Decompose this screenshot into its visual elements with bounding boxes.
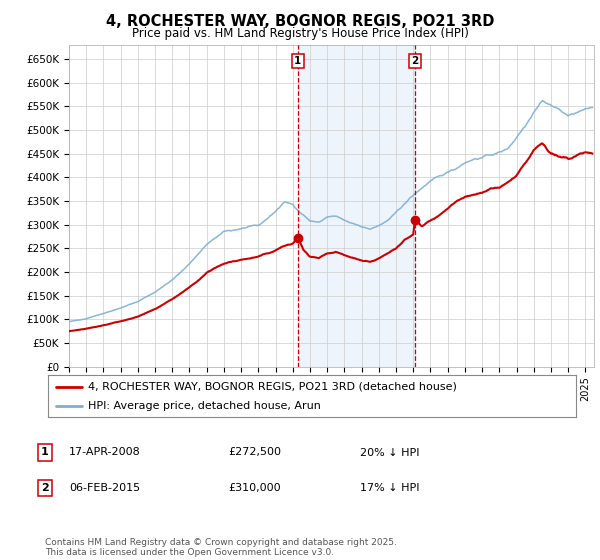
Text: 20% ↓ HPI: 20% ↓ HPI <box>360 447 419 458</box>
Bar <box>298 45 415 367</box>
Text: 17% ↓ HPI: 17% ↓ HPI <box>360 483 419 493</box>
Text: 2: 2 <box>411 56 418 66</box>
Text: 06-FEB-2015: 06-FEB-2015 <box>69 483 140 493</box>
Text: Price paid vs. HM Land Registry's House Price Index (HPI): Price paid vs. HM Land Registry's House … <box>131 27 469 40</box>
Text: 1: 1 <box>41 447 49 458</box>
Text: 1: 1 <box>294 56 301 66</box>
Text: HPI: Average price, detached house, Arun: HPI: Average price, detached house, Arun <box>88 401 320 411</box>
Text: £310,000: £310,000 <box>228 483 281 493</box>
Text: £272,500: £272,500 <box>228 447 281 458</box>
Text: 4, ROCHESTER WAY, BOGNOR REGIS, PO21 3RD (detached house): 4, ROCHESTER WAY, BOGNOR REGIS, PO21 3RD… <box>88 381 457 391</box>
Text: 2: 2 <box>41 483 49 493</box>
Text: 4, ROCHESTER WAY, BOGNOR REGIS, PO21 3RD: 4, ROCHESTER WAY, BOGNOR REGIS, PO21 3RD <box>106 14 494 29</box>
Text: Contains HM Land Registry data © Crown copyright and database right 2025.
This d: Contains HM Land Registry data © Crown c… <box>45 538 397 557</box>
Text: 17-APR-2008: 17-APR-2008 <box>69 447 141 458</box>
